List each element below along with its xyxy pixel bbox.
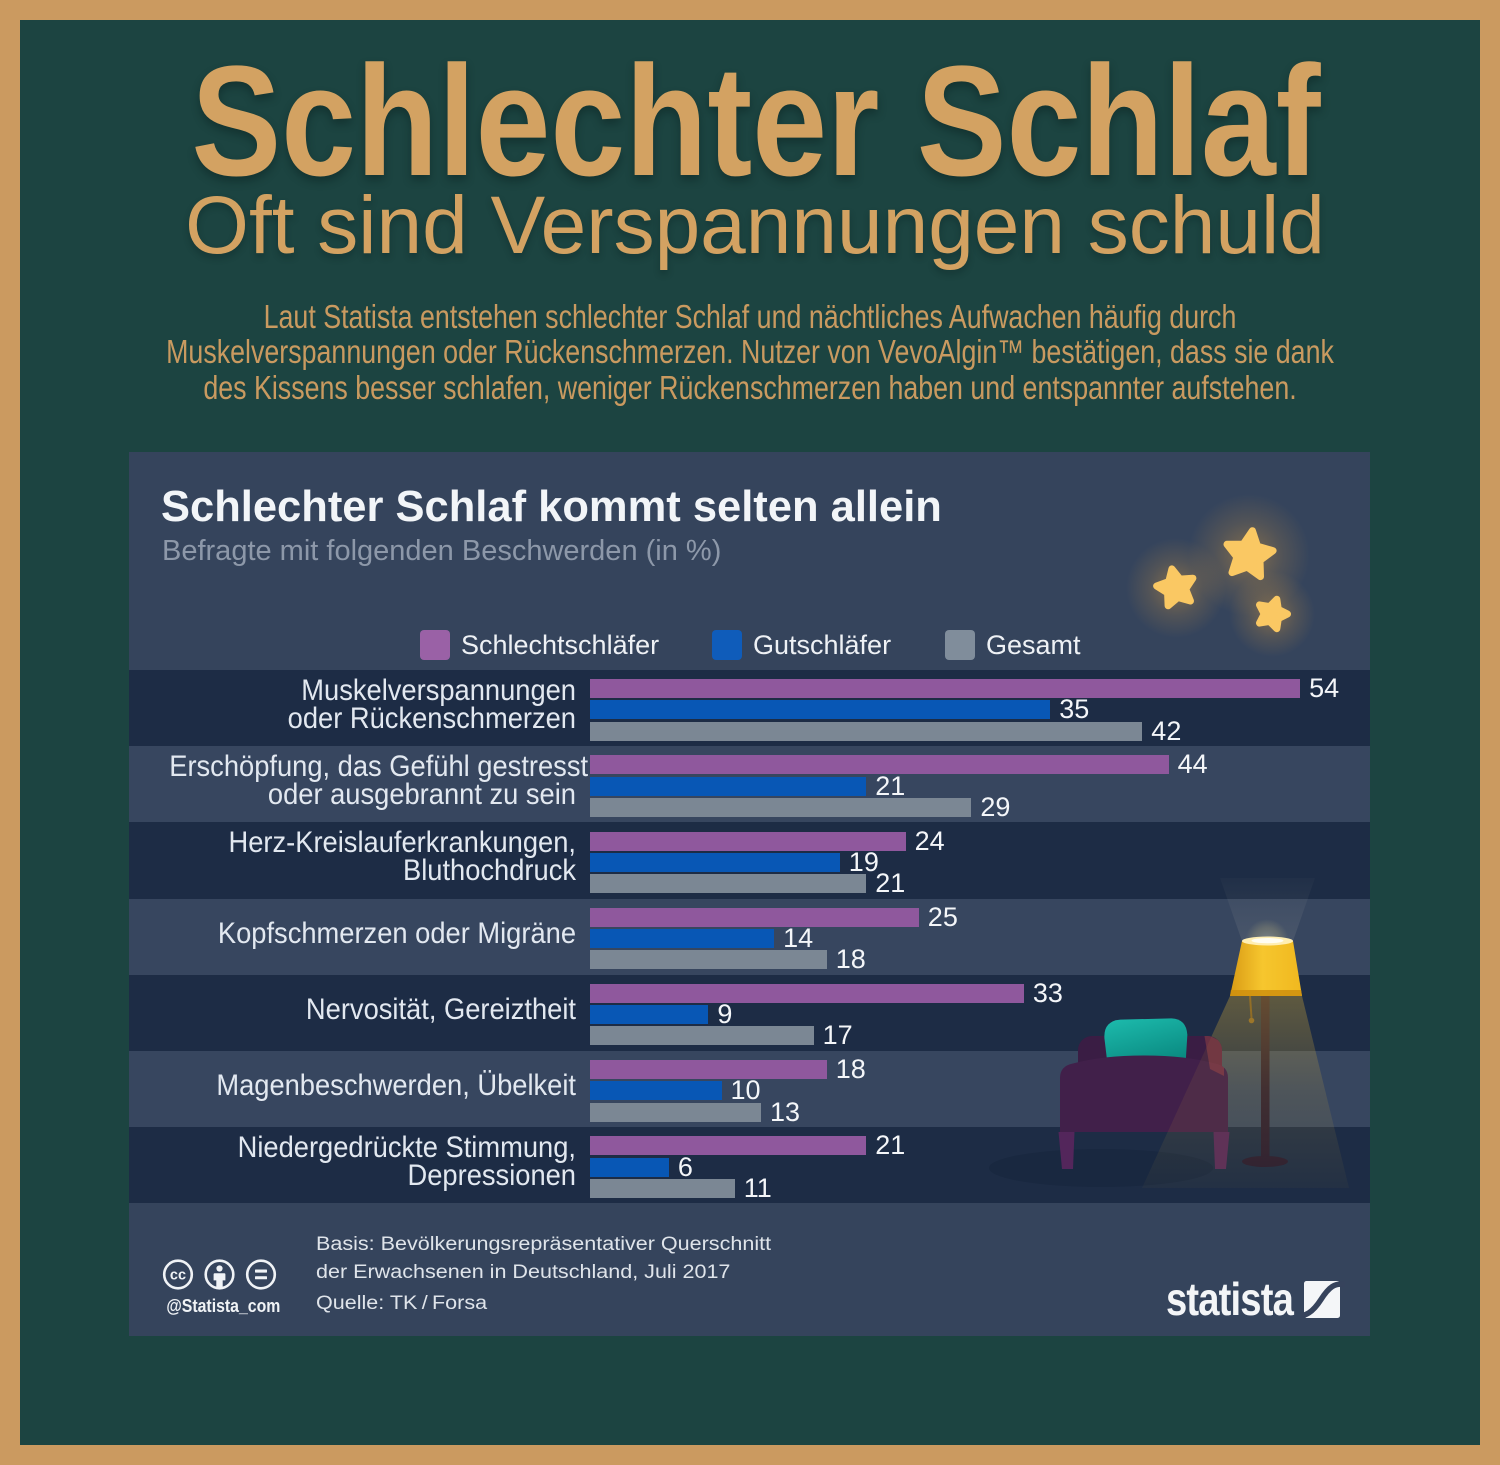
svg-text:cc: cc [170,1268,186,1284]
